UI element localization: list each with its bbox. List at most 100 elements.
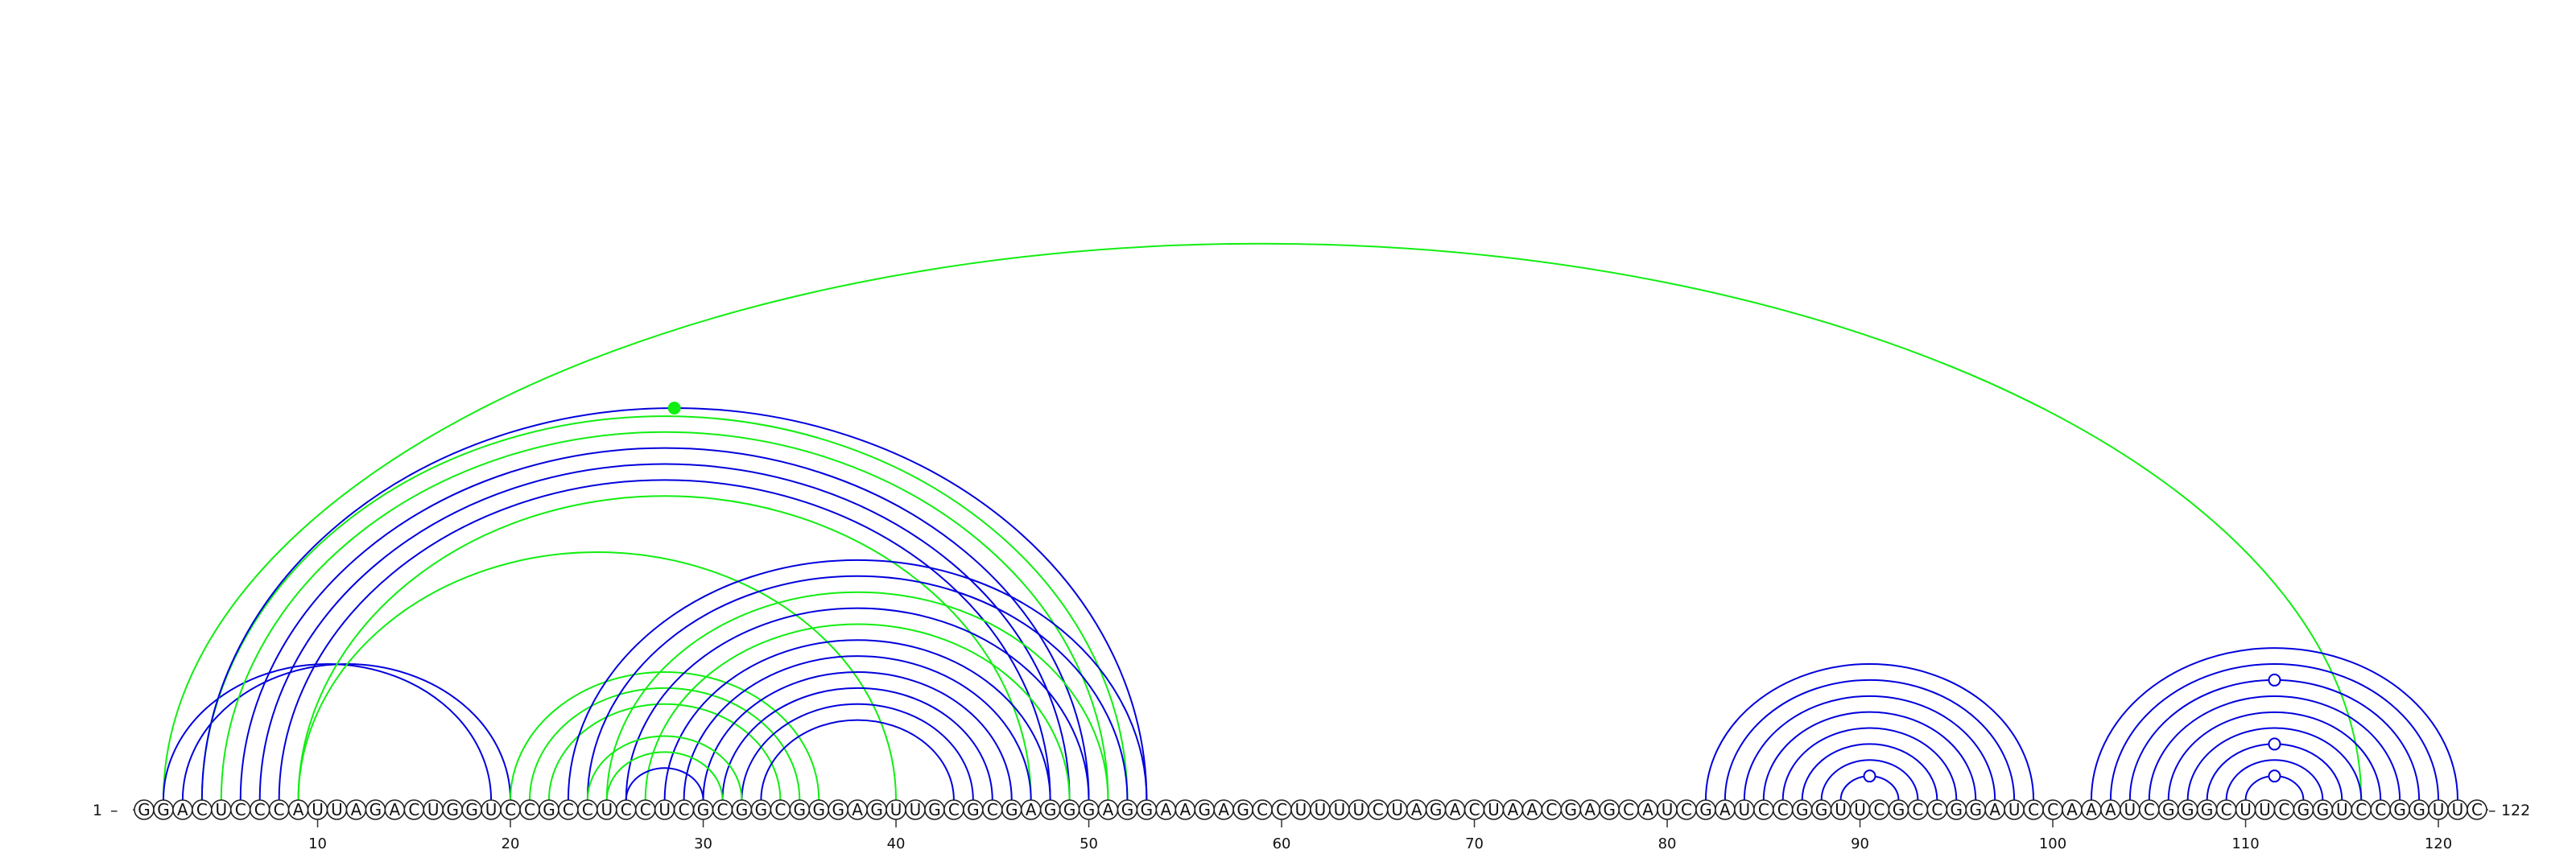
nucleotide-99: C [2023, 799, 2044, 820]
nucleotide-34: C [770, 799, 791, 820]
nucleotide-89: U [1830, 799, 1852, 820]
svg-text:G: G [967, 800, 980, 819]
arc-26-50 [625, 607, 1090, 801]
nucleotide-30: G [692, 799, 714, 820]
arc-apex-markers [667, 401, 2281, 783]
svg-text:A: A [1527, 800, 1538, 819]
svg-text:C: C [2221, 800, 2232, 819]
svg-text:C: C [1469, 800, 1480, 819]
nucleotide-45: C [982, 799, 1003, 820]
arc-31-45 [721, 687, 993, 801]
nucleotide-19: U [481, 799, 502, 820]
nucleotide-70: C [1463, 799, 1485, 820]
nucleotide-98: U [2004, 799, 2025, 820]
nucleotide-87: G [1791, 799, 1813, 820]
nucleotide-115: U [2331, 799, 2353, 820]
svg-text:A: A [1218, 800, 1229, 819]
svg-text:C: C [2144, 800, 2155, 819]
nucleotide-6: C [229, 799, 251, 820]
svg-text:A: A [1989, 800, 2000, 819]
svg-text:G: G [794, 800, 807, 819]
svg-text:G: G [2182, 800, 2194, 819]
svg-text:G: G [1044, 800, 1057, 819]
arc-28-48 [663, 639, 1051, 801]
nucleotide-15: C [403, 799, 425, 820]
arc-105-118 [2148, 695, 2401, 801]
nucleotide-26: C [615, 799, 637, 820]
svg-text:C: C [582, 800, 593, 819]
svg-text:A: A [2066, 800, 2078, 819]
nucleotide-55: A [1174, 799, 1196, 820]
svg-text:C: C [1931, 800, 1942, 819]
tick-label-30: 30 [694, 835, 712, 852]
nucleotide-22: G [539, 799, 559, 820]
nucleotide-110: U [2235, 799, 2256, 820]
svg-text:A: A [1508, 800, 1519, 819]
nucleotide-24: C [577, 799, 598, 820]
arc-33-43 [760, 719, 955, 801]
apex-marker-4-53 [667, 401, 681, 415]
svg-text:G: G [138, 800, 151, 819]
svg-text:U: U [2124, 800, 2136, 819]
nucleotide-91: C [1868, 799, 1890, 820]
apex-marker-104-119 [2268, 673, 2281, 687]
svg-text:U: U [2240, 800, 2252, 819]
nucleotide-93: C [1907, 799, 1929, 820]
svg-text:A: A [1411, 800, 1422, 819]
nucleotide-3: A [172, 799, 193, 820]
nucleotide-90: U [1849, 799, 1871, 820]
nucleotide-17: G [442, 799, 464, 820]
nucleotide-63: U [1329, 799, 1350, 820]
svg-text:G: G [1970, 800, 1983, 819]
svg-text:A: A [852, 800, 863, 819]
nucleotide-50: G [1078, 799, 1100, 820]
arc-27-49 [644, 623, 1071, 801]
arc-20-36 [510, 671, 820, 801]
nucleotide-57: A [1213, 799, 1234, 820]
svg-text:C: C [948, 800, 960, 819]
arc-3-20 [181, 663, 512, 801]
nucleotide-107: G [2177, 799, 2198, 820]
svg-text:A: A [1719, 800, 1731, 819]
tick-label-80: 80 [1658, 835, 1677, 852]
svg-text:G: G [755, 800, 768, 819]
nucleotide-106: G [2157, 799, 2179, 820]
svg-text:A: A [177, 800, 188, 819]
nucleotide-78: C [1618, 799, 1639, 820]
nucleotide-12: A [345, 799, 367, 820]
svg-text:G: G [1951, 800, 1963, 819]
nucleotide-65: C [1368, 799, 1389, 820]
nucleotide-32: G [731, 799, 753, 820]
nucleotide-114: G [2312, 799, 2334, 820]
svg-text:G: G [1121, 800, 1134, 819]
base-pair-arcs [162, 242, 2458, 801]
svg-text:C: C [1758, 800, 1769, 819]
arc-24-52 [586, 575, 1129, 801]
nucleotide-36: G [808, 799, 830, 820]
arc-30-46 [702, 671, 1013, 801]
nucleotide-47: A [1020, 799, 1042, 820]
nucleotide-9: A [287, 799, 309, 820]
arc-9-47 [297, 495, 1032, 801]
nucleotide-85: C [1753, 799, 1774, 820]
svg-text:G: G [1893, 800, 1905, 819]
nucleotide-62: U [1310, 799, 1331, 820]
svg-text:U: U [331, 800, 343, 819]
svg-text:C: C [640, 800, 651, 819]
nucleotide-28: U [654, 799, 675, 820]
svg-text:G: G [1796, 800, 1809, 819]
arc-103-120 [2109, 663, 2440, 801]
nucleotide-121: U [2447, 799, 2468, 820]
nucleotide-122: C [2467, 799, 2487, 820]
svg-text:A: A [1642, 800, 1653, 819]
arc-2-19 [162, 663, 493, 801]
tick-label-50: 50 [1080, 835, 1098, 852]
nucleotide-74: C [1541, 799, 1563, 820]
nucleotide-61: U [1290, 799, 1311, 820]
svg-text:G: G [1005, 800, 1018, 819]
nucleotide-86: C [1772, 799, 1794, 820]
nucleotide-120: U [2428, 799, 2449, 820]
nucleotide-53: G [1136, 799, 1158, 820]
svg-text:G: G [369, 800, 382, 819]
nucleotide-7: C [249, 799, 270, 820]
